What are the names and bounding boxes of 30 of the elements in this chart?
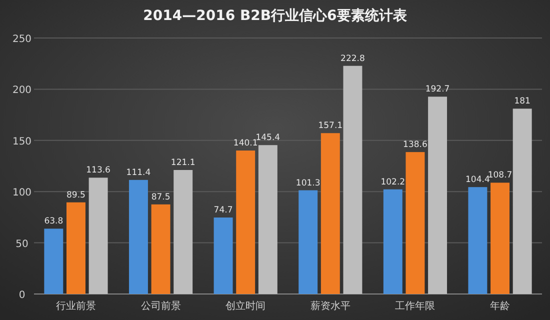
data-label: 89.5 [66,190,86,200]
y-tick-label: 250 [12,34,32,45]
data-label: 145.4 [256,133,280,144]
data-label: 101.3 [296,178,320,188]
y-tick-label: 150 [12,136,32,148]
chart-title: 2014—2016 B2B行业信心6要素统计表 [143,7,408,24]
x-tick-label: 工作年限 [395,300,436,312]
data-label: 102.2 [380,177,406,188]
data-label: 181 [514,96,530,107]
data-label: 121.1 [170,158,196,168]
data-label: 138.6 [403,140,428,150]
x-tick-label: 薪资水平 [310,300,350,312]
data-label: 222.8 [340,54,365,64]
y-tick-label: 0 [18,290,26,301]
y-tick-label: 50 [16,238,28,250]
data-label: 111.4 [126,168,151,178]
y-tick-label: 100 [12,188,32,199]
x-tick-label: 公司前景 [140,300,181,312]
data-label: 113.6 [86,166,110,176]
data-label: 104.4 [466,175,490,186]
data-label: 87.5 [151,192,170,202]
data-label: 157.1 [318,121,343,132]
x-tick-label: 年龄 [490,300,510,312]
y-tick-label: 200 [12,85,32,96]
data-label: 74.7 [214,206,233,216]
x-tick-label: 创立时间 [226,300,266,312]
x-tick-label: 行业前景 [56,300,96,312]
data-label: 63.8 [44,216,64,227]
data-label: 140.1 [233,138,258,149]
data-label: 192.7 [425,84,450,95]
